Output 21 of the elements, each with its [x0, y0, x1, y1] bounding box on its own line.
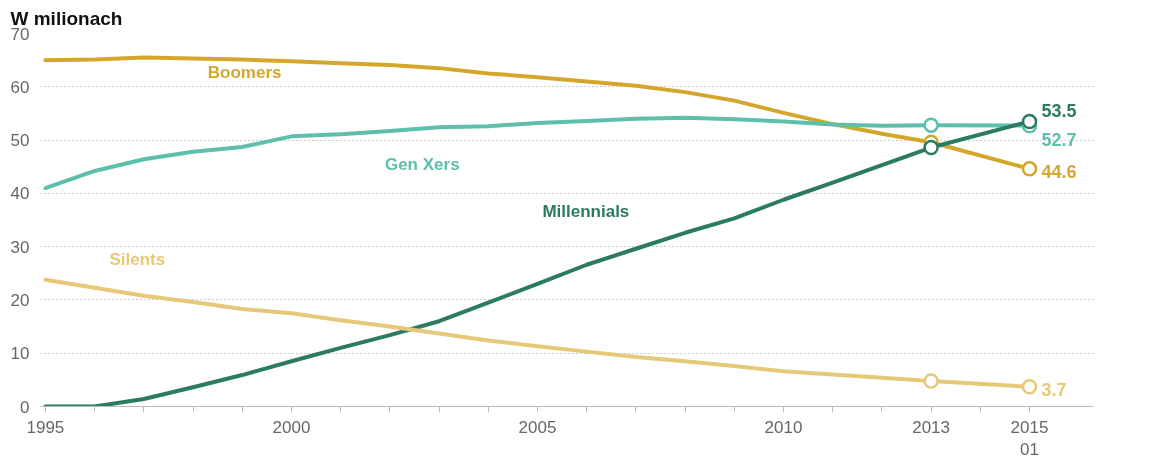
x-tick-label: 2013: [912, 417, 951, 437]
data-label: 3.7: [1041, 379, 1067, 400]
series-label: Silents: [109, 250, 166, 270]
series-label: Boomers: [207, 62, 282, 82]
data-label: 53.5: [1041, 101, 1077, 122]
series-label: Millennials: [542, 201, 630, 221]
data-label: 52.7: [1041, 129, 1077, 150]
x-tick-label: 2000: [272, 417, 311, 437]
y-tick-label: 60: [10, 77, 30, 97]
x-tick-label: 2005: [518, 417, 557, 437]
y-tick-label: 20: [10, 290, 30, 310]
y-tick-label: 50: [10, 131, 30, 151]
y-tick-label: 30: [10, 237, 30, 257]
y-tick-label: 0: [20, 397, 30, 417]
y-tick-label: 40: [10, 184, 30, 204]
x-tick-label: 1995: [26, 417, 65, 437]
y-tick-label: 10: [10, 344, 30, 364]
x-tick-label: 2010: [764, 417, 803, 437]
x-tick-label: 2015 01: [1010, 417, 1049, 460]
series-label: Gen Xers: [384, 155, 460, 175]
data-label: 44.6: [1041, 161, 1077, 182]
